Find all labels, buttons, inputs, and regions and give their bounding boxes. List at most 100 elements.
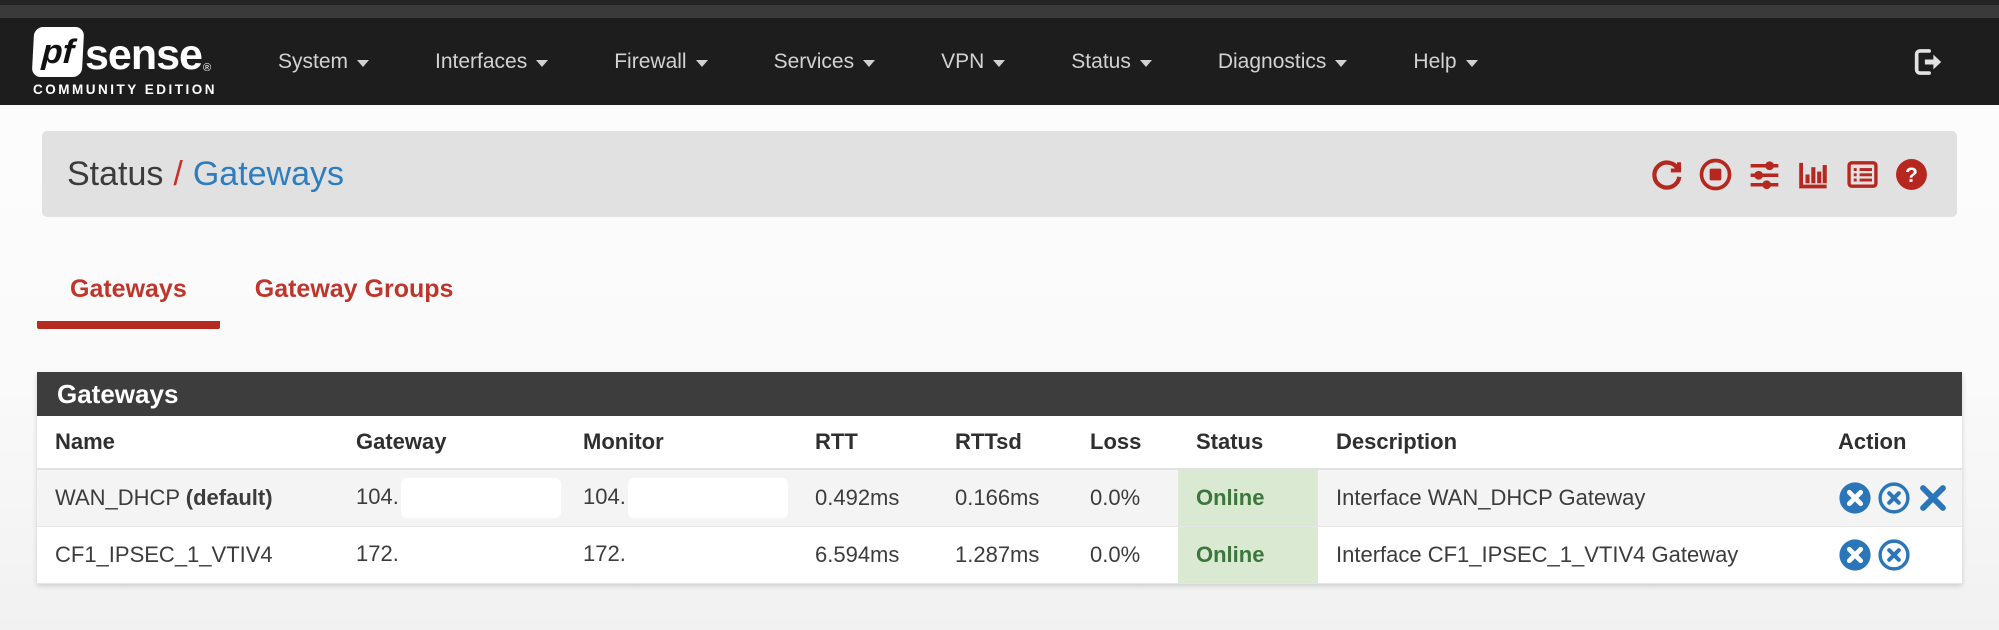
times-circle-outline-icon[interactable] (1877, 538, 1911, 572)
loss-cell: 0.0% (1072, 469, 1178, 527)
col-loss: Loss (1072, 416, 1178, 470)
menu-interfaces[interactable]: Interfaces (402, 18, 581, 105)
panel-title: Gateways (37, 372, 1962, 416)
chevron-down-icon (536, 59, 549, 67)
times-circle-outline-icon[interactable] (1877, 481, 1911, 515)
tab-gateway-groups[interactable]: Gateway Groups (254, 275, 454, 303)
navbar-menu: System Interfaces Firewall Services VPN … (245, 18, 1511, 105)
redaction-box (400, 534, 561, 575)
monitor-address: 104. (583, 483, 626, 509)
window-title-strip (0, 5, 1999, 18)
svg-text:?: ? (1905, 164, 1918, 187)
gateway-name: WAN_DHCP (55, 484, 186, 510)
refresh-icon[interactable] (1649, 157, 1684, 192)
monitor-address: 172. (583, 540, 626, 566)
menu-vpn[interactable]: VPN (908, 18, 1038, 105)
breadcrumb: Status / Gateways (67, 155, 344, 194)
menu-help-label: Help (1413, 49, 1457, 73)
tab-gateways[interactable]: Gateways (37, 275, 220, 329)
breadcrumb-separator: / (173, 154, 183, 193)
chevron-down-icon (863, 59, 876, 67)
redaction-box (400, 477, 561, 518)
chevron-down-icon (1139, 59, 1152, 67)
col-monitor: Monitor (565, 416, 797, 470)
rtt-cell: 6.594ms (797, 526, 937, 584)
action-cell (1830, 469, 1962, 527)
registered-mark: ® (202, 61, 212, 74)
gateway-tabs: Gateways Gateway Groups (37, 275, 1999, 329)
redaction-box (627, 477, 788, 518)
rtt-cell: 0.492ms (797, 469, 937, 527)
description-cell: Interface WAN_DHCP Gateway (1318, 469, 1830, 527)
menu-system[interactable]: System (245, 18, 402, 105)
gateway-address-cell: 104. (338, 469, 565, 527)
chevron-down-icon (357, 59, 370, 67)
chevron-down-icon (1335, 59, 1348, 67)
monitor-address-cell: 104. (565, 469, 797, 527)
menu-status[interactable]: Status (1038, 18, 1185, 105)
question-circle-icon[interactable]: ? (1894, 157, 1929, 192)
window-top-strip (0, 0, 1999, 5)
gateway-name-cell: CF1_IPSEC_1_VTIV4 (37, 526, 338, 584)
redaction-box (627, 534, 788, 575)
pf-logo-badge: pf (31, 26, 85, 77)
table-row: CF1_IPSEC_1_VTIV4 172. 172. 6.594ms 1.28… (37, 526, 1962, 584)
col-gateway: Gateway (338, 416, 565, 470)
chevron-down-icon (695, 59, 708, 67)
breadcrumb-page[interactable]: Gateways (192, 154, 345, 193)
breadcrumb-panel: Status / Gateways (42, 131, 1957, 217)
status-badge: Online (1178, 526, 1318, 584)
bar-chart-icon[interactable] (1796, 157, 1831, 192)
logo-row: pf sense ® (31, 26, 217, 79)
menu-diagnostics-label: Diagnostics (1217, 49, 1327, 73)
times-circle-solid-icon[interactable] (1838, 481, 1872, 515)
gateway-address-cell: 172. (338, 526, 565, 584)
stop-circle-icon[interactable] (1698, 157, 1733, 192)
col-rtt: RTT (797, 416, 937, 470)
menu-firewall-label: Firewall (614, 49, 687, 73)
loss-cell: 0.0% (1072, 526, 1178, 584)
monitor-address-cell: 172. (565, 526, 797, 584)
col-status: Status (1178, 416, 1318, 470)
main-navbar: pf sense ® COMMUNITY EDITION System Inte… (0, 18, 1999, 105)
table-list-icon[interactable] (1845, 157, 1880, 192)
description-cell: Interface CF1_IPSEC_1_VTIV4 Gateway (1318, 526, 1830, 584)
table-header-row: Name Gateway Monitor RTT RTTsd Loss Stat… (37, 416, 1962, 470)
gateways-table: Name Gateway Monitor RTT RTTsd Loss Stat… (37, 416, 1962, 584)
logo-wordmark: sense (85, 30, 203, 79)
gateways-panel: Gateways Name Gateway Monitor RTT RTTsd … (37, 372, 1962, 584)
rttsd-cell: 0.166ms (937, 469, 1072, 527)
times-icon[interactable] (1916, 481, 1950, 515)
menu-interfaces-label: Interfaces (435, 49, 528, 73)
sign-out-icon[interactable] (1910, 45, 1944, 79)
gateway-name: CF1_IPSEC_1_VTIV4 (55, 541, 273, 567)
gateway-address: 104. (356, 483, 399, 509)
menu-services-label: Services (773, 49, 855, 73)
gateway-default-flag: (default) (185, 484, 273, 510)
action-cell (1830, 526, 1962, 584)
status-badge: Online (1178, 469, 1318, 527)
col-rttsd: RTTsd (937, 416, 1072, 470)
logo-subtitle: COMMUNITY EDITION (33, 81, 217, 97)
chevron-down-icon (1465, 59, 1478, 67)
sliders-icon[interactable] (1747, 157, 1782, 192)
menu-status-label: Status (1071, 49, 1131, 73)
col-action: Action (1830, 416, 1962, 470)
page-action-icons: ? (1649, 157, 1929, 192)
times-circle-solid-icon[interactable] (1838, 538, 1872, 572)
menu-firewall[interactable]: Firewall (581, 18, 740, 105)
gateway-address: 172. (356, 540, 399, 566)
col-name: Name (37, 416, 338, 470)
table-row: WAN_DHCP (default) 104. 104. 0.492ms 0.1… (37, 469, 1962, 527)
pfsense-logo[interactable]: pf sense ® COMMUNITY EDITION (31, 26, 217, 97)
col-description: Description (1318, 416, 1830, 470)
menu-services[interactable]: Services (741, 18, 909, 105)
gateway-name-cell: WAN_DHCP (default) (37, 469, 338, 527)
menu-vpn-label: VPN (941, 49, 985, 73)
menu-diagnostics[interactable]: Diagnostics (1185, 18, 1381, 105)
breadcrumb-section: Status (67, 154, 164, 193)
chevron-down-icon (993, 59, 1006, 67)
rttsd-cell: 1.287ms (937, 526, 1072, 584)
menu-help[interactable]: Help (1380, 18, 1510, 105)
